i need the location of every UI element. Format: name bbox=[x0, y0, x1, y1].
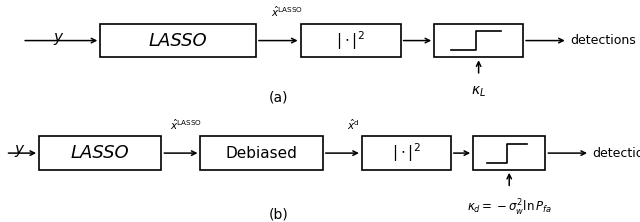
Bar bbox=[301, 24, 401, 57]
Text: $y$: $y$ bbox=[13, 143, 25, 159]
Text: $\hat{x}^{\mathrm{LASSO}}$: $\hat{x}^{\mathrm{LASSO}}$ bbox=[271, 5, 303, 19]
Text: $\hat{x}^{\mathrm{d}}$: $\hat{x}^{\mathrm{d}}$ bbox=[347, 117, 360, 132]
Text: LASSO: LASSO bbox=[148, 32, 207, 50]
Text: LASSO: LASSO bbox=[71, 144, 129, 162]
Text: Debiased: Debiased bbox=[226, 146, 298, 161]
Text: (b): (b) bbox=[268, 207, 288, 221]
Bar bbox=[100, 24, 256, 57]
Text: $\kappa_d = -\sigma_w^2 \ln P_{fa}$: $\kappa_d = -\sigma_w^2 \ln P_{fa}$ bbox=[467, 198, 552, 218]
Bar bbox=[434, 24, 523, 57]
Text: $\kappa_L$: $\kappa_L$ bbox=[471, 84, 486, 99]
Text: $|\cdot|^2$: $|\cdot|^2$ bbox=[392, 142, 420, 165]
Text: (a): (a) bbox=[269, 90, 288, 104]
Text: $y$: $y$ bbox=[52, 31, 64, 47]
Text: detections: detections bbox=[570, 34, 636, 47]
Text: $\hat{x}^{\mathrm{LASSO}}$: $\hat{x}^{\mathrm{LASSO}}$ bbox=[170, 117, 202, 132]
Text: detections: detections bbox=[593, 147, 640, 160]
Bar bbox=[473, 136, 545, 170]
Text: $|\cdot|^2$: $|\cdot|^2$ bbox=[336, 29, 365, 52]
Bar bbox=[200, 136, 323, 170]
Bar bbox=[39, 136, 161, 170]
Bar bbox=[362, 136, 451, 170]
